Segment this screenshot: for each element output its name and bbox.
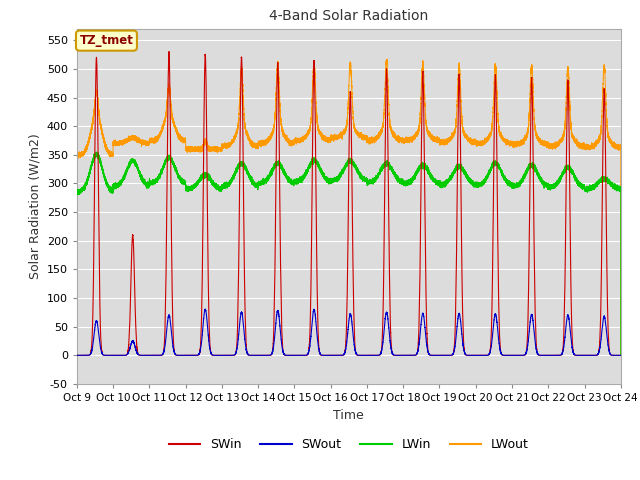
SWin <box>420 129 428 135</box>
LWin <box>510 181 518 187</box>
SWin <box>617 352 625 358</box>
Line: SWin: SWin <box>77 51 621 355</box>
SWout <box>518 352 525 358</box>
LWin <box>497 168 504 173</box>
SWin <box>510 352 518 358</box>
SWout <box>202 306 209 312</box>
SWout <box>497 348 504 354</box>
LWin <box>617 352 625 358</box>
SWin <box>497 347 504 352</box>
LWin <box>518 179 525 185</box>
LWin <box>420 164 428 170</box>
SWout <box>510 352 518 358</box>
LWin <box>101 177 109 182</box>
LWout <box>510 141 518 146</box>
LWout <box>420 80 428 85</box>
LWout <box>617 352 625 358</box>
LWout <box>482 140 490 145</box>
SWin <box>165 48 173 54</box>
LWout <box>518 140 525 146</box>
SWin <box>482 352 490 358</box>
Legend: SWin, SWout, LWin, LWout: SWin, SWout, LWin, LWout <box>164 433 534 456</box>
SWout <box>101 352 109 358</box>
LWout <box>73 155 81 160</box>
Text: TZ_tmet: TZ_tmet <box>79 34 133 47</box>
LWout <box>383 56 391 62</box>
Title: 4-Band Solar Radiation: 4-Band Solar Radiation <box>269 10 428 24</box>
Line: LWin: LWin <box>77 152 621 355</box>
SWin <box>73 352 81 358</box>
SWout <box>73 352 81 358</box>
LWout <box>101 141 109 147</box>
SWout <box>482 352 490 358</box>
SWin <box>101 352 109 358</box>
Line: LWout: LWout <box>77 59 621 355</box>
SWout <box>617 352 625 358</box>
LWout <box>497 132 504 138</box>
X-axis label: Time: Time <box>333 408 364 421</box>
SWout <box>420 316 428 322</box>
LWin <box>73 189 81 195</box>
LWin <box>93 149 100 155</box>
LWin <box>482 180 490 186</box>
Y-axis label: Solar Radiation (W/m2): Solar Radiation (W/m2) <box>28 133 41 279</box>
Line: SWout: SWout <box>77 309 621 355</box>
SWin <box>518 352 525 358</box>
